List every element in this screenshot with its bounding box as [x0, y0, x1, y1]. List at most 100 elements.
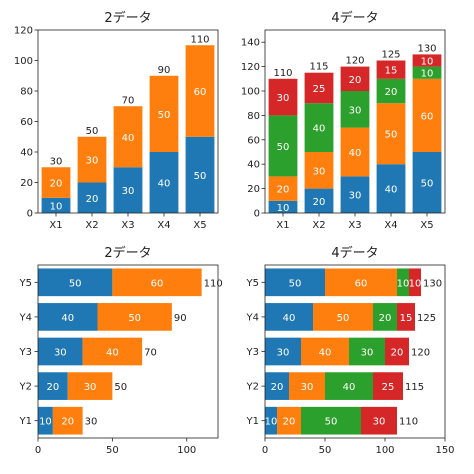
segment-value-label: 40 [343, 382, 356, 393]
bar-segment [38, 406, 53, 435]
total-value-label: 110 [204, 278, 223, 289]
y-tick-label: Y2 [19, 382, 32, 393]
segment-value-label: 15 [385, 66, 398, 77]
y-tick-label: 100 [14, 56, 33, 67]
bar-segment [185, 136, 215, 213]
y-tick-label: 100 [241, 87, 260, 98]
bar-segment [409, 268, 421, 297]
segment-value-label: 40 [349, 148, 362, 159]
bar-segment [185, 45, 215, 137]
bar-segment [265, 303, 313, 331]
bar-segment [376, 78, 406, 104]
total-value-label: 130 [423, 278, 442, 289]
segment-value-label: 20 [277, 185, 290, 196]
chart-bottom-left: 2データ 10 20 30 Y1 20 30 50 Y2 30 40 70 Y3 40 50 90 Y4 50 6… [19, 245, 223, 456]
segment-value-label: 20 [349, 75, 362, 86]
segment-value-label: 40 [313, 124, 326, 135]
y-tick-label: Y5 [246, 278, 259, 289]
segment-value-label: 20 [385, 87, 398, 98]
bar-segment [376, 103, 406, 165]
bar-segment [77, 136, 107, 183]
x-tick-label: X2 [312, 220, 325, 231]
segment-value-label: 30 [301, 382, 314, 393]
total-value-label: 125 [417, 313, 436, 324]
bar-segment [67, 372, 113, 400]
x-tick-label: X1 [276, 220, 289, 231]
chart-title: 4データ [331, 10, 378, 26]
x-tick-label: X4 [384, 220, 397, 231]
x-tick-label: 50 [106, 445, 119, 456]
plot-frame [37, 29, 219, 214]
bar-segment [412, 66, 442, 79]
plot-frame [264, 29, 446, 214]
plot-frame [37, 264, 219, 439]
chart-bottom-right: 4データ 10 20 50 30 110 Y1 20 30 40 25 115 Y2 30 40 30 20 1… [246, 245, 455, 456]
y-tick-label: 60 [20, 117, 33, 128]
segment-value-label: 50 [337, 313, 350, 324]
segment-value-label: 40 [319, 348, 332, 359]
bar-segment [361, 406, 397, 435]
bar-segment [304, 188, 334, 213]
segment-value-label: 40 [122, 133, 135, 144]
total-value-label: 70 [144, 348, 157, 359]
segment-value-label: 30 [313, 166, 326, 177]
segment-value-label: 10 [397, 278, 410, 289]
segment-value-label: 50 [69, 278, 82, 289]
bar-segment [97, 303, 172, 331]
y-tick-label: Y3 [246, 347, 259, 358]
total-value-label: 30 [50, 156, 63, 167]
segment-value-label: 40 [385, 185, 398, 196]
total-value-label: 130 [417, 43, 436, 54]
plot-frame [264, 264, 446, 439]
segment-value-label: 25 [313, 84, 326, 95]
total-value-label: 125 [381, 50, 400, 61]
bar-segment [412, 78, 442, 152]
segment-value-label: 20 [61, 417, 74, 428]
bar-segment [52, 406, 83, 435]
segment-value-label: 50 [421, 179, 434, 190]
y-tick-label: 120 [14, 26, 33, 37]
segment-value-label: 50 [325, 417, 338, 428]
segment-value-label: 10 [421, 69, 434, 80]
y-tick-label: 80 [20, 87, 33, 98]
segment-value-label: 60 [355, 278, 368, 289]
total-value-label: 50 [86, 126, 99, 137]
bar-segment [373, 372, 403, 400]
bar-segment [38, 337, 83, 366]
bar-segment [112, 268, 202, 297]
bar-segment [41, 197, 71, 213]
segment-value-label: 10 [50, 201, 63, 212]
bar-segment [313, 303, 373, 331]
y-tick-label: Y2 [246, 382, 259, 393]
y-tick-label: Y5 [19, 278, 32, 289]
bar-segment [412, 152, 442, 213]
segment-value-label: 10 [421, 57, 434, 68]
bar-segment [268, 200, 298, 213]
segment-value-label: 40 [106, 348, 119, 359]
bar-segment [325, 372, 373, 400]
bar-segment [149, 75, 179, 152]
x-tick-label: 50 [319, 445, 332, 456]
bar-segment [340, 127, 370, 177]
chart-title: 2データ [104, 245, 151, 261]
x-tick-label: 0 [35, 445, 41, 456]
segment-value-label: 60 [194, 87, 207, 98]
total-value-label: 120 [411, 348, 430, 359]
total-value-label: 110 [399, 417, 418, 428]
segment-value-label: 30 [361, 348, 374, 359]
segment-value-label: 30 [277, 348, 290, 359]
y-tick-label: Y4 [19, 312, 32, 323]
total-value-label: 115 [405, 382, 424, 393]
segment-value-label: 20 [271, 382, 284, 393]
y-tick-label: 120 [241, 62, 260, 73]
segment-value-label: 30 [349, 191, 362, 202]
total-value-label: 90 [174, 313, 187, 324]
segment-value-label: 25 [382, 382, 395, 393]
y-tick-label: 40 [20, 148, 33, 159]
segment-value-label: 60 [151, 278, 164, 289]
segment-value-label: 20 [86, 194, 99, 205]
bar-segment [301, 406, 361, 435]
segment-value-label: 30 [373, 417, 386, 428]
segment-value-label: 50 [385, 130, 398, 141]
bar-segment [268, 176, 298, 201]
